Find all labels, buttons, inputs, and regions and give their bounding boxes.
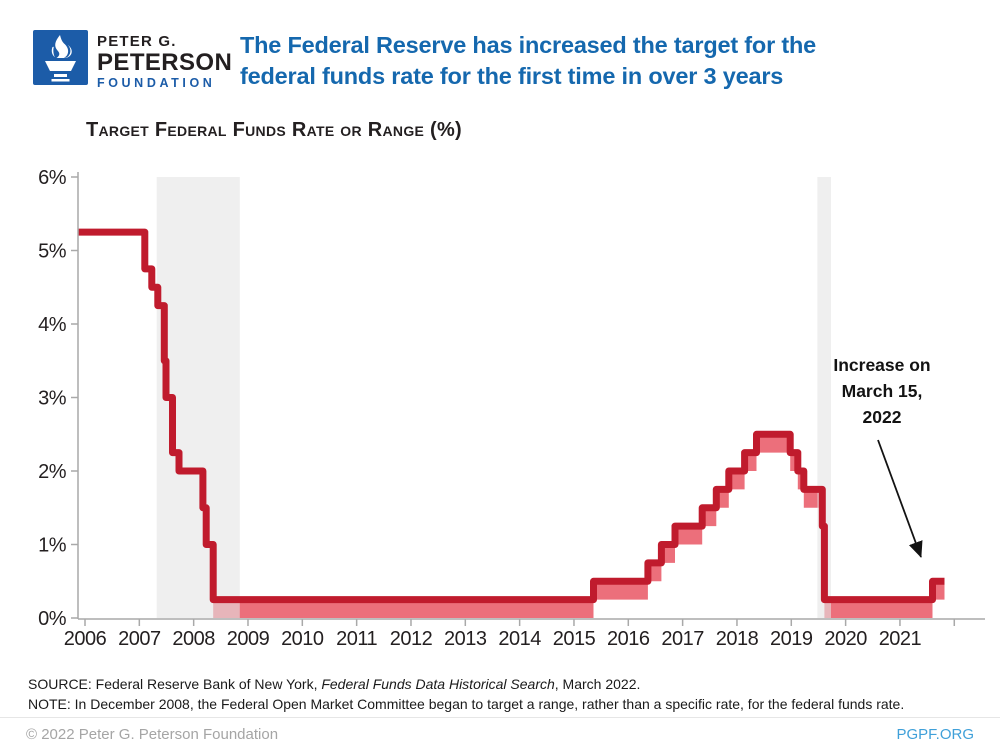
logo-text: PETER G. PETERSON FOUNDATION	[97, 30, 232, 91]
chart-title: Target Federal Funds Rate or Range (%)	[86, 119, 463, 141]
y-tick-label: 5%	[38, 241, 67, 263]
page-title: The Federal Reserve has increased the ta…	[240, 32, 817, 89]
range-band-layer	[213, 434, 945, 618]
pgpf-org-link[interactable]: PGPF.ORG	[896, 725, 974, 743]
y-tick-label: 4%	[38, 314, 67, 336]
x-tick-label: 2015	[553, 628, 596, 650]
x-tick-label: 2018	[716, 628, 759, 650]
x-tick-label: 2016	[607, 628, 650, 650]
annotation-arrow	[877, 439, 923, 558]
source-suffix: , March 2022.	[554, 676, 641, 692]
y-tick-label: 6%	[38, 167, 67, 189]
x-tick-label: 2019	[770, 628, 813, 650]
x-tick-label: 2010	[281, 628, 324, 650]
x-tick-label: 2017	[661, 628, 704, 650]
source-prefix: SOURCE: Federal Reserve Bank of New York…	[28, 676, 322, 692]
logo-line-foundation: FOUNDATION	[97, 76, 216, 90]
x-tick-label: 2008	[172, 628, 215, 650]
torch-icon	[33, 30, 88, 85]
bottom-bar: © 2022 Peter G. Peterson Foundation PGPF…	[0, 717, 1000, 750]
x-tick-label: 2006	[64, 628, 107, 650]
x-tick-label: 2007	[118, 628, 161, 650]
source-note: SOURCE: Federal Reserve Bank of New York…	[28, 676, 640, 692]
y-tick-label: 0%	[38, 608, 67, 630]
y-tick-label: 3%	[38, 388, 67, 410]
x-tick-label: 2009	[227, 628, 270, 650]
recession-bands-layer	[156, 177, 831, 618]
y-tick-label: 1%	[38, 535, 67, 557]
x-tick-label: 2013	[444, 628, 487, 650]
annotation-increase-march-2022: Increase on March 15, 2022	[833, 355, 931, 427]
methodology-note: NOTE: In December 2008, the Federal Open…	[28, 696, 905, 712]
x-tick-label: 2021	[879, 628, 922, 650]
source-title: Federal Funds Data Historical Search	[321, 676, 555, 692]
x-tick-label: 2011	[336, 628, 377, 650]
rate-line-layer	[77, 228, 945, 604]
x-tick-label: 2020	[824, 628, 867, 650]
x-tick-label: 2012	[390, 628, 433, 650]
logo-line-peterson: PETERSON	[97, 49, 233, 76]
axes-layer: 2006 2007 2008 2009 2010 2011 2012 2013 2014 2015…	[38, 167, 985, 650]
copyright: © 2022 Peter G. Peterson Foundation	[26, 725, 279, 743]
pgpf-logo: PETER G. PETERSON FOUNDATION	[33, 30, 232, 91]
x-tick-label: 2014	[498, 628, 541, 650]
logo-line-peter-g: PETER G.	[97, 33, 177, 50]
y-tick-label: 2%	[38, 461, 67, 483]
rate-line	[77, 228, 945, 604]
range-band	[213, 434, 945, 618]
